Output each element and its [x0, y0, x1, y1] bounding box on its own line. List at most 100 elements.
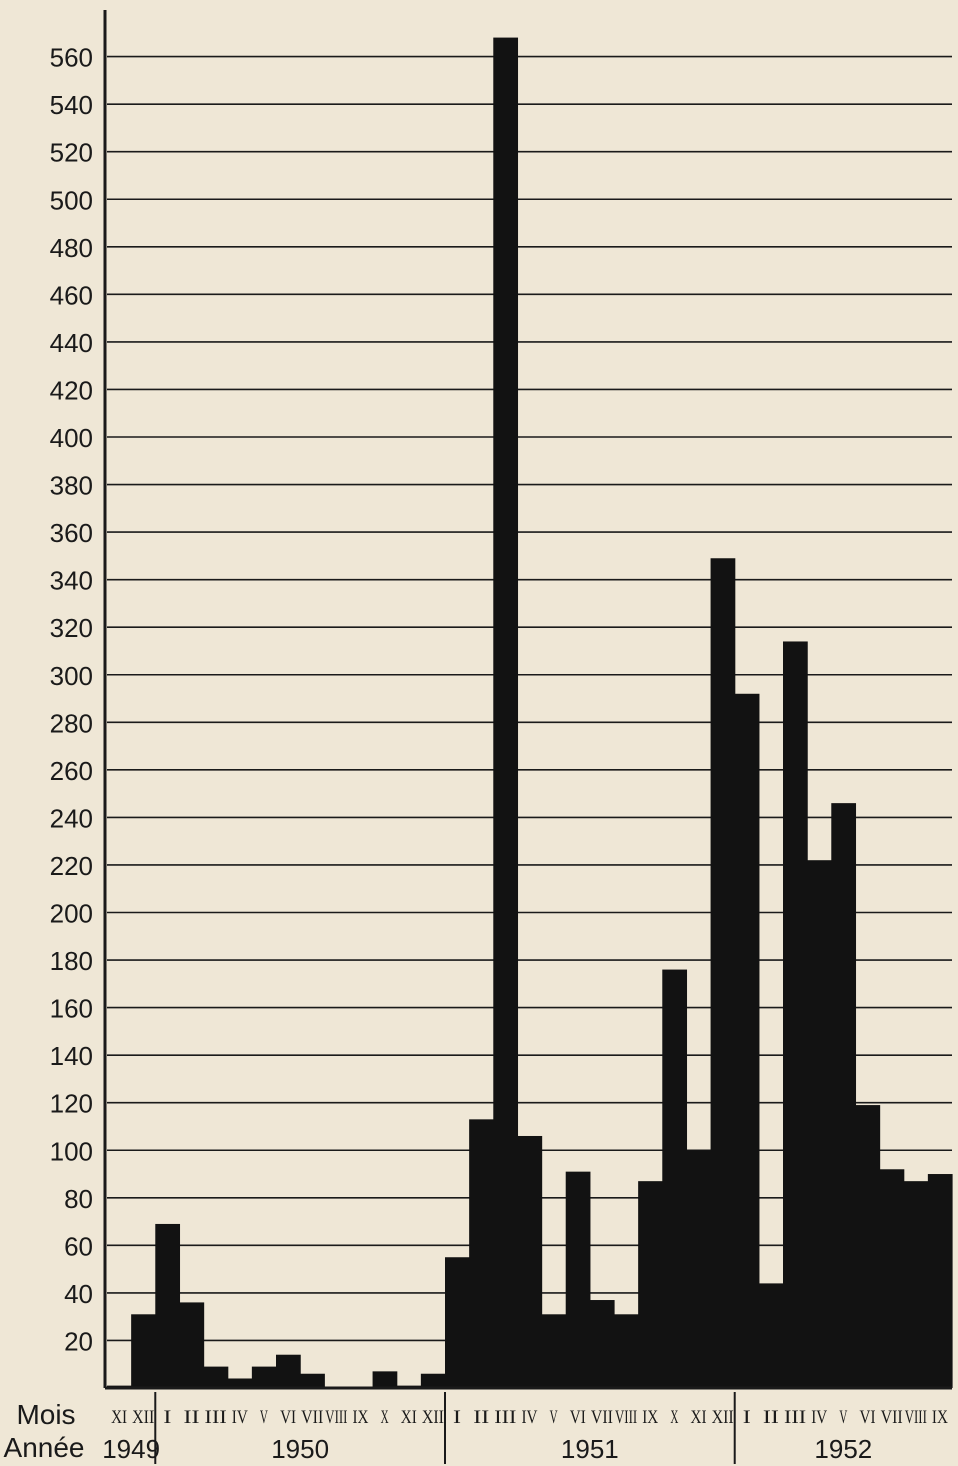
y-tick-label: 160: [50, 994, 93, 1024]
y-tick-label: 540: [50, 90, 93, 120]
month-tick-label: IV: [232, 1407, 248, 1428]
y-tick-label: 80: [64, 1184, 93, 1214]
bar: [469, 1119, 494, 1388]
month-tick-label: VI: [280, 1407, 296, 1428]
y-tick-label: 180: [50, 946, 93, 976]
month-tick-label: II: [763, 1407, 779, 1428]
month-tick-label: XI: [111, 1407, 127, 1428]
y-tick-label: 520: [50, 138, 93, 168]
month-tick-label: IV: [811, 1407, 827, 1428]
bar: [541, 1314, 567, 1388]
y-tick-label: 460: [50, 280, 93, 310]
bar: [614, 1314, 639, 1388]
bar: [493, 37, 519, 1389]
bar: [734, 693, 760, 1388]
y-tick-label: 20: [64, 1326, 93, 1356]
y-tick-label: 200: [50, 899, 93, 929]
month-tick-label: XI: [401, 1407, 417, 1428]
y-tick-label: 280: [50, 708, 93, 738]
month-tick-label: II: [184, 1407, 200, 1428]
month-tick-label: III: [784, 1407, 806, 1428]
y-tick-label: 60: [64, 1231, 93, 1261]
month-tick-label: II: [473, 1407, 489, 1428]
month-tick-label: III: [205, 1407, 227, 1428]
bars: [107, 37, 953, 1389]
month-tick-label: VIII: [615, 1407, 637, 1428]
month-tick-label: XI: [691, 1407, 707, 1428]
bar: [638, 1181, 663, 1388]
month-tick-label: VII: [591, 1407, 613, 1428]
y-tick-label: 140: [50, 1041, 93, 1071]
year-label: 1950: [271, 1434, 329, 1464]
bar: [927, 1174, 953, 1388]
y-tick-label: 320: [50, 613, 93, 643]
bar: [179, 1302, 205, 1388]
month-tick-label: X: [381, 1407, 389, 1428]
y-tick-label: 500: [50, 185, 93, 215]
x-axis-label-annee: Année: [4, 1432, 85, 1463]
bar: [251, 1366, 277, 1388]
month-tick-label: I: [743, 1407, 751, 1428]
bar: [783, 641, 808, 1388]
year-labels: 1949 1950 1951 1952: [102, 1392, 872, 1464]
y-tick-label: 420: [50, 375, 93, 405]
month-tick-label: VIII: [325, 1407, 347, 1428]
bar: [372, 1371, 398, 1388]
bar: [517, 1135, 543, 1388]
month-tick-label: VI: [570, 1407, 586, 1428]
bar: [131, 1314, 156, 1388]
month-tick-label: VI: [860, 1407, 876, 1428]
month-tick-label: X: [670, 1407, 678, 1428]
y-tick-label: 380: [50, 471, 93, 501]
bar: [662, 969, 688, 1388]
axes: [103, 10, 952, 1390]
month-tick-label: VIII: [905, 1407, 927, 1428]
y-tick-label: 300: [50, 661, 93, 691]
x-axis-label-mois: Mois: [16, 1399, 75, 1430]
month-tick-label: IX: [642, 1407, 658, 1428]
bar: [855, 1105, 881, 1388]
bar: [686, 1150, 712, 1388]
bar: [227, 1378, 253, 1388]
month-tick-label: V: [260, 1407, 268, 1428]
month-tick-labels: XI XII I II III IV V VI VII VIII IX X XI XII I II III IV V…: [111, 1407, 948, 1428]
y-tick-label: 340: [50, 566, 93, 596]
bar: [903, 1181, 929, 1388]
month-tick-label: V: [839, 1407, 847, 1428]
bar: [807, 860, 832, 1388]
month-tick-label: XII: [422, 1407, 444, 1428]
y-tick-label: 560: [50, 43, 93, 73]
month-tick-label: XII: [132, 1407, 154, 1428]
bar: [420, 1373, 446, 1388]
month-tick-label: I: [453, 1407, 461, 1428]
bar: [589, 1300, 615, 1388]
y-tick-label: 440: [50, 328, 93, 358]
y-tick-label: 220: [50, 851, 93, 881]
bar: [710, 558, 736, 1388]
year-label: 1952: [814, 1434, 872, 1464]
y-axis-tick-labels: 20 40 60 80 100 120 140 160 180 200 220 240 260 280 30…: [50, 43, 93, 1357]
bar: [300, 1373, 325, 1388]
month-tick-label: IX: [353, 1407, 369, 1428]
month-tick-label: V: [550, 1407, 558, 1428]
bar: [203, 1366, 229, 1388]
y-tick-label: 100: [50, 1136, 93, 1166]
year-label: 1951: [561, 1434, 619, 1464]
y-tick-label: 40: [64, 1279, 93, 1309]
month-tick-label: I: [163, 1407, 171, 1428]
month-tick-label: VII: [301, 1407, 323, 1428]
month-tick-label: III: [494, 1407, 516, 1428]
month-tick-label: VII: [881, 1407, 903, 1428]
month-tick-label: IX: [932, 1407, 948, 1428]
year-label: 1949: [102, 1434, 160, 1464]
month-tick-label: XII: [712, 1407, 734, 1428]
bar: [565, 1171, 591, 1388]
bar: [155, 1223, 181, 1388]
bar: [879, 1169, 905, 1388]
bar: [445, 1257, 470, 1388]
bar: [831, 803, 857, 1388]
y-tick-label: 360: [50, 518, 93, 548]
y-tick-label: 400: [50, 423, 93, 453]
y-tick-label: 480: [50, 233, 93, 263]
